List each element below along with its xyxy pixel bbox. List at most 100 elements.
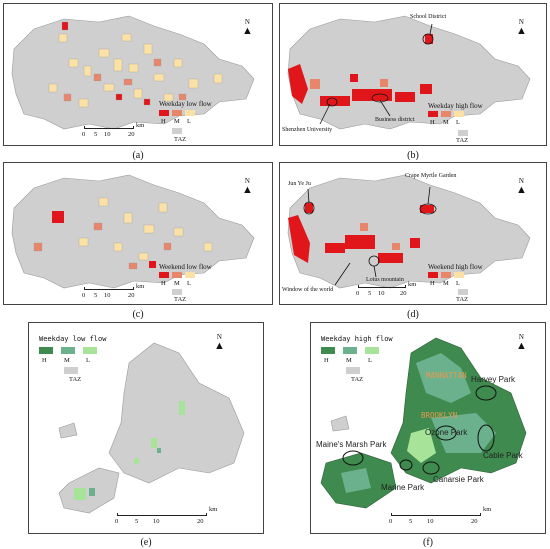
legend-label-h: H (430, 280, 435, 287)
label-canarsie-park: Canarsie Park (433, 475, 484, 484)
legend-swatches (159, 110, 195, 116)
taz-label: TAZ (456, 137, 468, 144)
scale-tick: 20 (400, 290, 407, 297)
taz-swatch (64, 367, 78, 374)
taz-label: TAZ (174, 296, 186, 303)
scale-tick: 0 (356, 290, 359, 297)
north-arrow: N ▲ (242, 177, 253, 195)
legend-label-h: H (430, 119, 435, 126)
annotation-business-district: Business district (375, 117, 415, 123)
scale-bar (117, 513, 207, 516)
legend-label-h: H (161, 280, 166, 287)
taz-label: TAZ (456, 296, 468, 303)
scale-bar (358, 285, 406, 288)
scale-tick: 0 (82, 292, 85, 299)
legend-label-m: M (443, 280, 449, 287)
north-arrow: N ▲ (516, 177, 527, 195)
scale-unit: km (209, 506, 217, 513)
scale-tick: 0 (82, 131, 85, 138)
legend-swatch-m (441, 272, 451, 278)
map-panel-f: Weekday high flow H M L TAZ N ▲ MANHATTAN… (310, 322, 546, 534)
caption-a: (a) (118, 150, 158, 161)
taz-swatch (346, 367, 360, 374)
annotation-school-district: School District (410, 14, 446, 20)
taz-swatch (458, 130, 468, 136)
legend-title: Weekday low flow (159, 100, 212, 108)
legend-title: Weekday high flow (428, 102, 483, 110)
legend-swatches (321, 347, 379, 354)
scale-tick: 20 (197, 518, 204, 525)
map-panel-e: Weekday low flow H M L TAZ N ▲ 0 5 10 20 … (28, 322, 264, 534)
caption-d: (d) (393, 309, 433, 320)
legend-label-h: H (324, 357, 329, 364)
legend-swatch-h (159, 110, 169, 116)
legend-swatch-h (428, 111, 438, 117)
taz-swatch (458, 289, 468, 295)
legend-label-m: M (443, 119, 449, 126)
legend-label-m: M (64, 357, 70, 364)
label-harvey-park: Harvey Park (471, 375, 515, 384)
label-brooklyn: BROOKLYN (421, 411, 457, 420)
annotation-shenzhen-university: Shenzhen University (282, 127, 332, 133)
label-cable-park: Cable Park (483, 451, 523, 460)
scale-tick: 10 (104, 292, 111, 299)
taz-label: TAZ (174, 136, 186, 143)
legend-title: Weekday low flow (39, 335, 106, 343)
legend-label-m: M (346, 357, 352, 364)
legend-label-l: L (187, 118, 191, 125)
map-panel-a: N ▲ Weekday low flow H M L TAZ 0 5 10 20 … (3, 3, 273, 146)
legend-label-l: L (456, 280, 460, 287)
map-panel-d: Jun Ye Ju Crape Myrtle Garden Lotus moun… (279, 162, 547, 305)
scale-tick: 20 (128, 292, 135, 299)
scale-tick: 10 (378, 290, 385, 297)
legend-label-m: M (174, 118, 180, 125)
legend-swatch-l (454, 111, 464, 117)
scale-tick: 5 (135, 518, 138, 525)
annotation-crape-myrtle-garden: Crape Myrtle Garden (405, 173, 456, 179)
scale-tick: 20 (471, 518, 478, 525)
scale-unit: km (408, 281, 416, 288)
scale-bar (84, 287, 134, 290)
scale-bar (84, 126, 134, 129)
scale-tick: 5 (94, 292, 97, 299)
legend-swatch-m (343, 347, 357, 354)
legend-swatch-l (83, 347, 97, 354)
caption-c: (c) (118, 309, 158, 320)
legend-label-h: H (161, 118, 166, 125)
legend-title: Weekday high flow (321, 335, 393, 343)
label-ozone-park: Ozone Park (425, 428, 467, 437)
legend-label-l: L (86, 357, 90, 364)
caption-f: (f) (408, 537, 448, 548)
scale-tick: 10 (427, 518, 434, 525)
north-arrow: N ▲ (516, 333, 527, 351)
shenzhen-map-b (280, 4, 546, 145)
legend-swatches (159, 272, 195, 278)
legend-swatch-m (172, 272, 182, 278)
scale-tick: 5 (94, 131, 97, 138)
legend-label-l: L (187, 280, 191, 287)
label-marine-park: Marine Park (381, 483, 424, 492)
north-arrow: N ▲ (242, 18, 253, 36)
taz-label: TAZ (69, 376, 81, 383)
legend-title: Weekend low flow (159, 263, 212, 271)
scale-unit: km (136, 283, 144, 290)
scale-unit: km (136, 122, 144, 129)
legend-swatches (428, 111, 464, 117)
scale-tick: 10 (104, 131, 111, 138)
map-panel-c: N ▲ Weekend low flow H M L TAZ 0 5 10 20 … (3, 162, 273, 305)
legend-swatch-h (428, 272, 438, 278)
label-maines-marsh-park: Maine's Marsh Park (316, 440, 386, 449)
legend-swatch-l (185, 110, 195, 116)
scale-tick: 5 (409, 518, 412, 525)
nyc-map-e (29, 323, 263, 533)
label-manhattan: MANHATTAN (426, 371, 467, 380)
legend-label-l: L (368, 357, 372, 364)
legend-label-l: L (456, 119, 460, 126)
legend-label-m: M (174, 280, 180, 287)
map-panel-b: School District Shenzhen University Busi… (279, 3, 547, 146)
legend-swatch-h (159, 272, 169, 278)
scale-tick: 5 (368, 290, 371, 297)
annotation-jun-ye-ju: Jun Ye Ju (288, 181, 311, 187)
scale-tick: 10 (153, 518, 160, 525)
taz-swatch (172, 128, 182, 134)
